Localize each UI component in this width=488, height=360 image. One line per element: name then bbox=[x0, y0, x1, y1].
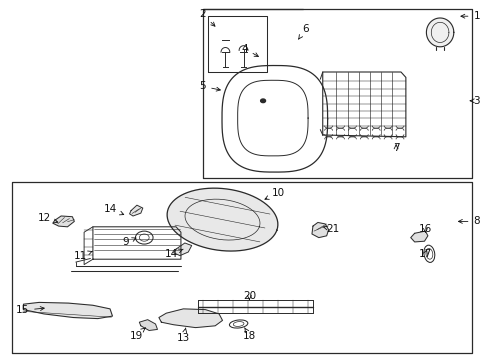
Text: 21: 21 bbox=[323, 224, 339, 234]
Text: 17: 17 bbox=[418, 249, 431, 259]
Text: 16: 16 bbox=[418, 224, 431, 234]
Text: 2: 2 bbox=[199, 9, 215, 26]
Text: 9: 9 bbox=[122, 237, 136, 247]
Text: 12: 12 bbox=[37, 213, 58, 223]
Text: 15: 15 bbox=[16, 305, 44, 315]
Text: 20: 20 bbox=[243, 291, 255, 301]
Polygon shape bbox=[159, 309, 222, 328]
Polygon shape bbox=[129, 205, 142, 216]
Text: 13: 13 bbox=[176, 328, 190, 343]
Circle shape bbox=[260, 99, 265, 103]
Polygon shape bbox=[426, 18, 453, 47]
Text: 1: 1 bbox=[460, 11, 479, 21]
Polygon shape bbox=[173, 243, 191, 256]
Text: 14: 14 bbox=[103, 204, 123, 215]
Text: 3: 3 bbox=[469, 96, 479, 106]
Text: 18: 18 bbox=[242, 328, 256, 341]
Text: 7: 7 bbox=[392, 143, 399, 153]
Polygon shape bbox=[410, 231, 427, 242]
Text: 8: 8 bbox=[458, 216, 479, 226]
Polygon shape bbox=[167, 188, 277, 251]
Text: 4: 4 bbox=[241, 44, 258, 57]
Polygon shape bbox=[23, 302, 112, 319]
Text: 10: 10 bbox=[264, 188, 285, 199]
Polygon shape bbox=[311, 222, 328, 238]
Text: 14: 14 bbox=[164, 249, 183, 259]
Polygon shape bbox=[53, 216, 74, 227]
Text: 5: 5 bbox=[199, 81, 220, 91]
Polygon shape bbox=[139, 320, 157, 330]
Text: 11: 11 bbox=[74, 251, 93, 261]
Text: 6: 6 bbox=[298, 24, 308, 39]
Text: 19: 19 bbox=[129, 328, 145, 341]
